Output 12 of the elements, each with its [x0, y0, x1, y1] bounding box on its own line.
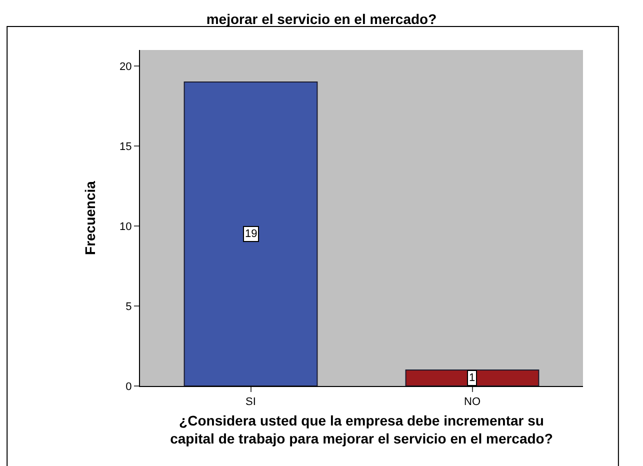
x-tick-label: SI — [246, 396, 256, 408]
y-tick-label: 10 — [120, 220, 132, 233]
y-tick-label: 5 — [126, 300, 132, 313]
data-label: 19 — [245, 228, 258, 240]
y-axis-title: Frecuencia — [82, 180, 98, 255]
x-tick-label: NO — [464, 396, 481, 408]
chart-title: mejorar el servicio en el mercado? — [206, 10, 437, 27]
y-tick-label: 15 — [120, 140, 132, 153]
y-tick-label: 0 — [126, 380, 132, 393]
data-label: 1 — [469, 372, 476, 384]
x-axis-title: ¿Considera usted que la empresa debe incrementar su capital de trabajo para mejorar el servicio en el mercado? — [170, 412, 553, 447]
y-tick-label: 20 — [120, 60, 132, 73]
